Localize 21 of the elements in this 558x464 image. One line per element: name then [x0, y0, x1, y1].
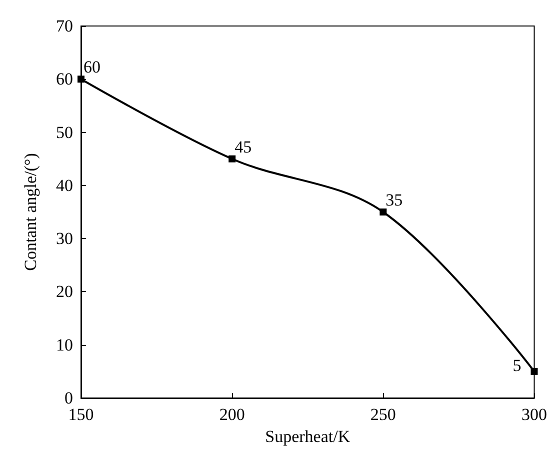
data-label: 60	[84, 58, 100, 77]
point	[228, 155, 236, 162]
data-label: 45	[234, 137, 252, 156]
y-tick-label: 20	[56, 282, 73, 302]
x-tick-label: 200	[219, 405, 245, 424]
y-axis-title: Contant angle/(°)	[21, 153, 40, 271]
data-label: 35	[386, 190, 403, 210]
y-tick-label: 10	[56, 335, 73, 354]
x-tick-label: 250	[370, 405, 396, 424]
y-tick-label: 60	[56, 70, 73, 89]
point	[380, 208, 387, 216]
data-label: 5	[512, 356, 522, 375]
y-tick-label: 50	[56, 122, 73, 142]
y-tick-label: 0	[64, 388, 73, 408]
x-tick-label: 150	[68, 405, 94, 424]
y-tick-label: 40	[56, 176, 73, 195]
x-axis-title: Superheat/K	[265, 427, 351, 446]
y-tick-label: 30	[56, 229, 73, 248]
y-tick-label: 70	[56, 16, 73, 36]
point	[530, 368, 538, 375]
x-tick-label: 300	[522, 405, 547, 424]
